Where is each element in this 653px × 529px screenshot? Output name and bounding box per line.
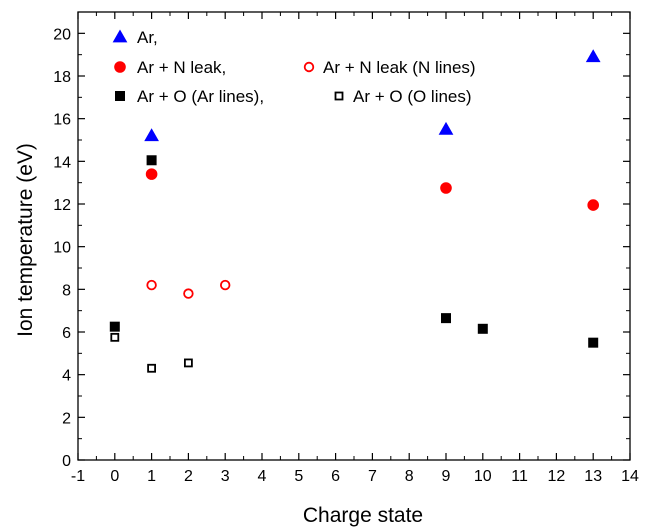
plot-area: [77, 11, 631, 461]
x-tick-label: 3: [221, 468, 230, 485]
data-point-series-2: [183, 288, 194, 299]
legend-label-3: Ar + O (Ar lines),: [137, 87, 264, 106]
y-tick-label: 4: [62, 368, 71, 385]
data-point-series-1: [145, 168, 158, 180]
data-point-series-4: [183, 358, 193, 368]
x-tick-label: 4: [258, 468, 267, 485]
legend-marker-1: [114, 61, 126, 73]
y-tick-label: 16: [53, 112, 71, 129]
legend-label-2: Ar + N leak (N lines): [323, 58, 476, 77]
data-point-series-4: [147, 363, 157, 373]
x-axis-title: Charge state: [303, 504, 423, 527]
data-point-series-0: [438, 121, 454, 135]
legend-label-0: Ar,: [137, 28, 158, 47]
data-point-series-0: [585, 49, 601, 63]
x-tick-label: 12: [548, 468, 566, 485]
y-tick-label: 12: [53, 197, 71, 214]
x-tick-label: 10: [474, 468, 492, 485]
x-tick-label: 2: [184, 468, 193, 485]
y-tick-label: 6: [62, 325, 71, 342]
y-tick-label: 10: [53, 240, 71, 257]
legend-marker-3: [115, 91, 125, 101]
data-point-series-2: [146, 279, 157, 291]
y-tick-label: 18: [53, 69, 71, 86]
data-point-series-0: [144, 128, 159, 142]
x-tick-label: 0: [110, 468, 119, 485]
data-point-series-3: [588, 337, 599, 348]
x-tick-label: 9: [442, 468, 451, 485]
y-tick-label: 20: [53, 26, 71, 43]
data-point-series-3: [441, 313, 451, 324]
data-point-series-3: [109, 321, 120, 332]
y-tick-label: 8: [62, 282, 71, 299]
legend-label-4: Ar + O (O lines): [353, 87, 472, 106]
x-tick-label: 11: [511, 468, 528, 485]
data-point-series-3: [146, 155, 157, 166]
data-point-series-3: [477, 323, 488, 334]
plot-frame: [77, 11, 631, 461]
legend-marker-2: [303, 61, 315, 73]
legend-marker-4: [334, 91, 344, 101]
legend-marker-0: [112, 29, 128, 43]
x-tick-label: 7: [368, 468, 377, 485]
x-tick-label: -1: [71, 468, 85, 485]
y-axis-title: Ion temperature (eV): [14, 143, 37, 337]
x-tick-label: 14: [621, 468, 639, 485]
y-tick-label: 0: [62, 453, 71, 470]
x-tick-label: 8: [405, 468, 414, 485]
data-point-series-1: [587, 199, 600, 211]
y-tick-label: 14: [53, 154, 71, 171]
data-point-series-1: [440, 182, 452, 194]
y-tick-label: 2: [62, 410, 71, 427]
y-axis: 0 2 4 6 8 10 12 14 16 18 20: [53, 11, 630, 470]
data-point-series-2: [219, 279, 231, 291]
legend-label-1: Ar + N leak,: [137, 58, 226, 77]
x-tick-label: 6: [331, 468, 340, 485]
x-axis: -1 0 1 2 3 4 5 6 7 8 9 10 11 12 13 14: [71, 12, 639, 485]
x-tick-label: 5: [294, 468, 303, 485]
legend: Ar, Ar + N leak, Ar + N leak (N lines) Ar +…: [112, 28, 476, 106]
data-point-series-4: [110, 332, 120, 342]
data-markers: [109, 49, 601, 373]
x-tick-label: 13: [584, 468, 602, 485]
x-tick-label: 1: [147, 468, 156, 485]
